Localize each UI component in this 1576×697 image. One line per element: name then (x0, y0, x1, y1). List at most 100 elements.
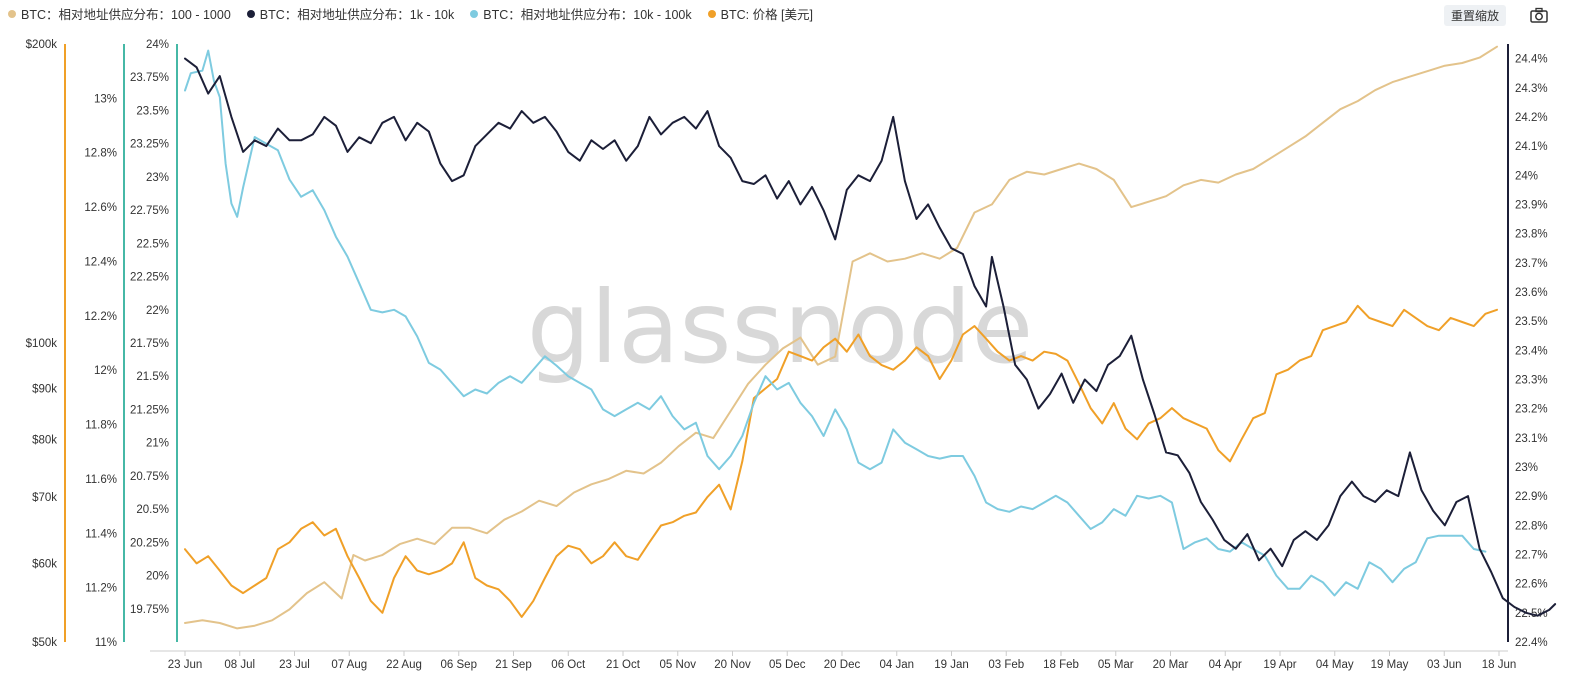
tick-label-s10k_100k: 22% (146, 305, 169, 317)
x-tick-label: 08 Jul (224, 659, 255, 671)
legend-item-10k-100k[interactable]: BTC：相对地址供应分布：10k - 100k (470, 4, 692, 23)
tick-label-s1k_10k: 23.9% (1515, 199, 1548, 211)
legend-item-100-1000[interactable]: BTC：相对地址供应分布：100 - 1000 (8, 4, 231, 23)
tick-label-s1k_10k: 23.4% (1515, 345, 1548, 357)
series-line-s1k_10k[interactable] (184, 57, 1557, 617)
tick-label-s100_1000: 12.8% (84, 148, 117, 160)
tick-label-s100_1000: 12.2% (84, 311, 117, 323)
x-tick-label: 21 Sep (495, 659, 531, 671)
tick-label-s1k_10k: 24.2% (1515, 112, 1548, 124)
x-tick-label: 20 Dec (824, 659, 861, 671)
tick-label-s1k_10k: 23.3% (1515, 374, 1548, 386)
tick-label-s1k_10k: 23.5% (1515, 316, 1548, 328)
tick-label-s1k_10k: 24% (1515, 170, 1538, 182)
tick-label-price: $50k (32, 637, 57, 649)
x-tick-label: 23 Jun (168, 659, 203, 671)
x-tick-label: 18 Jun (1482, 659, 1517, 671)
tick-label-s100_1000: 11.6% (85, 474, 117, 486)
x-tick-label: 19 Jan (934, 659, 969, 671)
tick-label-price: $100k (26, 338, 58, 350)
x-tick-label: 19 Apr (1263, 659, 1296, 671)
x-tick-label: 20 Mar (1153, 659, 1189, 671)
tick-label-s10k_100k: 21.25% (130, 404, 169, 416)
x-tick-label: 18 Feb (1043, 659, 1079, 671)
legend-item-price[interactable]: BTC: 价格 [美元] (707, 4, 813, 23)
x-tick-label: 23 Jul (279, 659, 310, 671)
x-tick-label: 03 Feb (988, 659, 1024, 671)
legend-label-price: BTC: 价格 [美元] (720, 8, 813, 22)
tick-label-s1k_10k: 22.9% (1515, 491, 1548, 503)
tick-label-s10k_100k: 24% (146, 39, 169, 51)
legend-dot-price (707, 9, 716, 18)
x-tick-label: 05 Mar (1098, 659, 1134, 671)
series-line-s100_1000[interactable] (184, 45, 1498, 630)
watermark: glassnode (527, 269, 1033, 386)
tick-label-s1k_10k: 22.4% (1515, 637, 1548, 649)
tick-label-s10k_100k: 20% (146, 571, 169, 583)
axes-layer: $200k $100k $90k $80k $70k $60k $50k 13% 12.8% 12… (26, 39, 1548, 671)
series-layer (184, 45, 1557, 630)
tick-label-price: $80k (32, 434, 57, 446)
x-tick-label: 05 Nov (660, 659, 697, 671)
tick-label-price: $60k (32, 558, 57, 570)
tick-label-s100_1000: 12% (94, 365, 117, 377)
tick-label-s100_1000: 11.2% (85, 583, 117, 595)
legend-label-100-1000: BTC：相对地址供应分布：100 - 1000 (21, 8, 231, 22)
tick-label-s1k_10k: 23% (1515, 462, 1538, 474)
legend-item-1k-10k[interactable]: BTC：相对地址供应分布：1k - 10k (246, 4, 455, 23)
tick-label-s100_1000: 11% (95, 637, 117, 649)
tick-label-s1k_10k: 23.6% (1515, 287, 1548, 299)
tick-label-s10k_100k: 21% (146, 438, 169, 450)
tick-label-s10k_100k: 20.75% (130, 471, 169, 483)
legend-label-10k-100k: BTC：相对地址供应分布：10k - 100k (483, 8, 692, 22)
series-line-s10k_100k[interactable] (184, 49, 1487, 597)
tick-label-s10k_100k: 19.75% (130, 604, 169, 616)
tick-label-s100_1000: 11.4% (85, 528, 117, 540)
tick-label-s10k_100k: 20.5% (136, 504, 169, 516)
tick-label-s10k_100k: 23.25% (130, 139, 169, 151)
tick-label-s1k_10k: 23.7% (1515, 258, 1548, 270)
reset-zoom-button[interactable]: 重置缩放 (1444, 5, 1506, 26)
tick-label-price: $70k (32, 492, 57, 504)
x-tick-label: 19 May (1371, 659, 1409, 671)
tick-label-price: $90k (32, 383, 57, 395)
tick-label-s10k_100k: 22.75% (130, 205, 169, 217)
tick-label-s1k_10k: 23.8% (1515, 229, 1548, 241)
tick-label-s1k_10k: 23.2% (1515, 404, 1548, 416)
x-tick-label: 20 Nov (714, 659, 751, 671)
x-tick-label: 04 Apr (1209, 659, 1242, 671)
x-tick-label: 07 Aug (331, 659, 367, 671)
tick-label-s100_1000: 13% (94, 93, 117, 105)
legend-dot-1k-10k (246, 9, 255, 18)
x-tick-label: 03 Jun (1427, 659, 1462, 671)
legend-dot-100-1000 (8, 9, 16, 18)
legend: BTC：相对地址供应分布：100 - 1000 BTC：相对地址供应分布：1k … (8, 4, 813, 23)
tick-label-s10k_100k: 22.5% (136, 238, 169, 250)
legend-dot-10k-100k (470, 9, 479, 18)
tick-label-s100_1000: 11.8% (85, 420, 117, 432)
tick-label-s1k_10k: 22.6% (1515, 579, 1548, 591)
series-line-price[interactable] (184, 304, 1498, 618)
tick-label-s1k_10k: 22.8% (1515, 520, 1548, 532)
tick-label-s1k_10k: 22.7% (1515, 549, 1548, 561)
tick-label-s1k_10k: 24.3% (1515, 83, 1548, 95)
tick-label-s10k_100k: 23% (146, 172, 169, 184)
tick-label-s10k_100k: 21.75% (130, 338, 169, 350)
x-tick-label: 22 Aug (386, 659, 422, 671)
tick-label-s10k_100k: 23.75% (130, 72, 169, 84)
tick-label-price: $200k (26, 39, 58, 51)
x-tick-label: 05 Dec (769, 659, 806, 671)
x-tick-label: 06 Sep (441, 659, 477, 671)
camera-icon[interactable] (1530, 7, 1548, 23)
x-tick-label: 04 Jan (879, 659, 914, 671)
tick-label-s1k_10k: 23.1% (1515, 433, 1548, 445)
tick-label-s10k_100k: 22.25% (130, 272, 169, 284)
tick-label-s1k_10k: 24.4% (1515, 54, 1548, 66)
tick-label-s100_1000: 12.6% (84, 202, 117, 214)
x-tick-label: 06 Oct (551, 659, 586, 671)
tick-label-s100_1000: 12.4% (84, 256, 117, 268)
tick-label-s10k_100k: 23.5% (136, 105, 169, 117)
x-tick-label: 04 May (1316, 659, 1354, 671)
legend-label-1k-10k: BTC：相对地址供应分布：1k - 10k (259, 8, 455, 22)
